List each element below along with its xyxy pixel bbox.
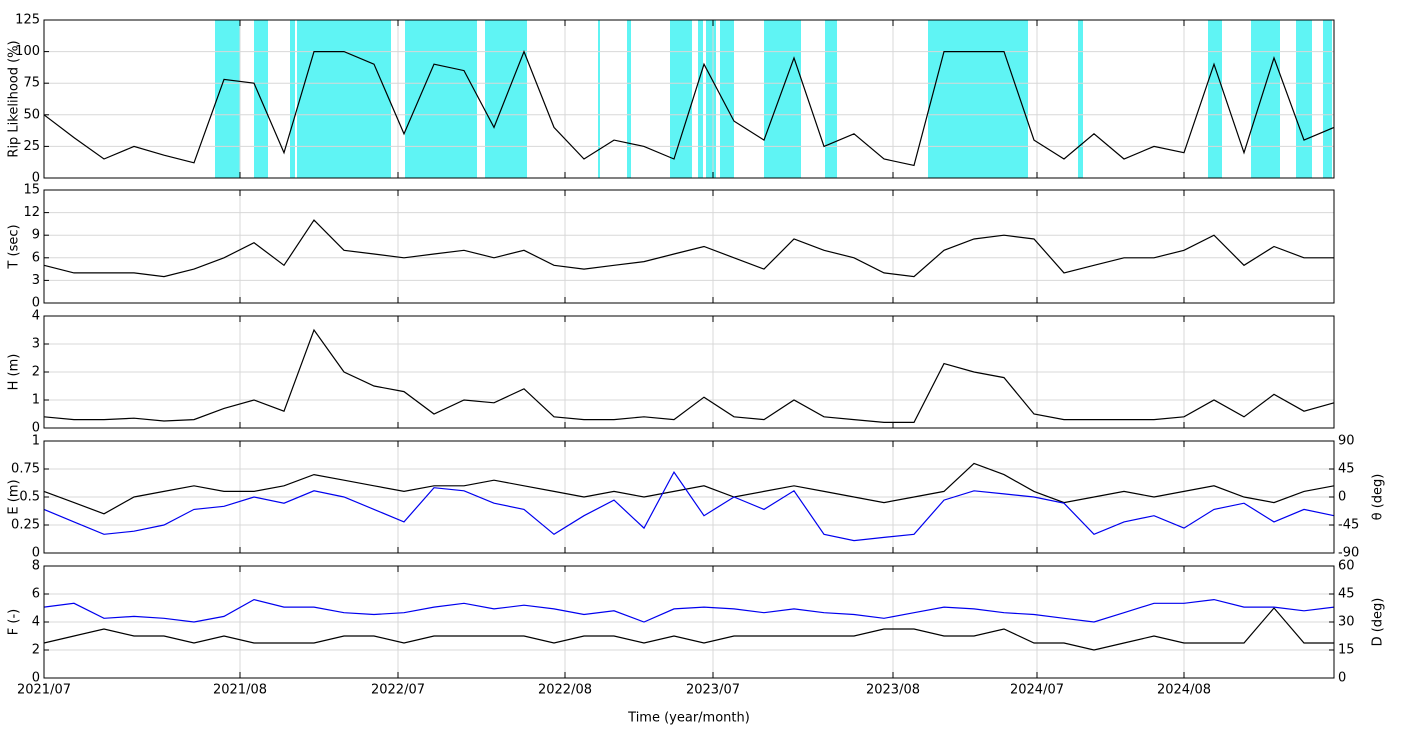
series-line [43,462,1335,515]
y2-tick-label: 15 [1338,643,1355,658]
y-tick-label: 1 [32,434,40,449]
y-tick-label: 2 [32,365,40,380]
plot-frame [43,19,1335,179]
y-tick-label: 1 [32,393,40,408]
series-line [43,470,1335,542]
x-tick-label: 2023/08 [866,683,920,698]
shaded-region [670,20,692,178]
y-tick-label: 25 [23,139,40,154]
y-tick-label: 3 [32,273,40,288]
y-tick-label: 50 [23,107,40,122]
y-tick-label: 125 [15,13,40,28]
x-axis-label: Time (year/month) [627,711,750,726]
series-line [43,607,1334,651]
shaded-region [598,20,600,178]
y-axis-label: E (m) [7,479,22,514]
y2-tick-label: 90 [1338,434,1355,449]
shaded-region [297,20,391,178]
shaded-region [405,20,477,178]
shaded-region [1323,20,1332,178]
y-tick-label: 6 [32,587,40,602]
y2-tick-label: 0 [1338,490,1346,505]
y2-tick-label: 0 [1338,671,1346,686]
y2-tick-label: 30 [1338,615,1355,630]
y2-tick-label: -45 [1338,518,1359,533]
y2-tick-label: -90 [1338,546,1359,561]
y-tick-label: 0 [32,671,40,686]
y-tick-label: 0 [32,296,40,311]
y-tick-label: 0.25 [11,518,40,533]
x-tick-label: 2022/08 [538,683,592,698]
shaded-region [706,20,716,178]
y-tick-label: 12 [23,205,40,220]
shaded-region [290,20,295,178]
plot-frame [43,189,1335,304]
shaded-region [1251,20,1280,178]
series-line [43,219,1334,278]
x-tick-label: 2021/08 [213,683,267,698]
y-axis-label: Rip Likelihood (%) [7,40,22,157]
y-tick-label: 4 [32,615,40,630]
y-tick-label: 0 [32,546,40,561]
shaded-region [1078,20,1083,178]
shaded-region [698,20,703,178]
y-axis-label: F (-) [7,609,22,635]
plot-area [44,190,1334,303]
y2-tick-label: 45 [1338,462,1355,477]
shaded-region [1296,20,1312,178]
series-line [43,598,1335,623]
y-tick-label: 3 [32,337,40,352]
x-tick-label: 2022/07 [371,683,425,698]
y-tick-label: 0 [32,171,40,186]
y2-axis-label: D (deg) [1371,598,1386,647]
y-axis-label: H (m) [7,354,22,391]
shaded-region [825,20,837,178]
x-tick-label: 2024/07 [1010,683,1064,698]
series-line [43,49,1335,167]
shaded-region [928,20,1028,178]
x-tick-label: 2021/07 [17,683,71,698]
series-line [43,328,1335,423]
y2-axis-label: θ (deg) [1371,474,1386,521]
y-tick-label: 15 [23,183,40,198]
y-tick-label: 0.5 [19,490,40,505]
shaded-region [1208,20,1222,178]
x-tick-label: 2023/07 [686,683,740,698]
shaded-region [215,20,240,178]
shaded-region [485,20,527,178]
y-tick-label: 6 [32,250,40,265]
y-tick-label: 75 [23,76,40,91]
y-tick-label: 0.75 [11,462,40,477]
y-tick-label: 4 [32,309,40,324]
y2-tick-label: 60 [1338,559,1355,574]
x-tick-label: 2024/08 [1157,683,1211,698]
y2-tick-label: 45 [1338,587,1355,602]
y-axis-label: T (sec) [7,224,22,269]
shaded-region [627,20,631,178]
y-tick-label: 2 [32,643,40,658]
y-tick-label: 0 [32,421,40,436]
y-tick-label: 9 [32,228,40,243]
shaded-region [764,20,801,178]
y-tick-label: 8 [32,559,40,574]
y-tick-label: 100 [15,44,40,59]
shaded-region [720,20,734,178]
